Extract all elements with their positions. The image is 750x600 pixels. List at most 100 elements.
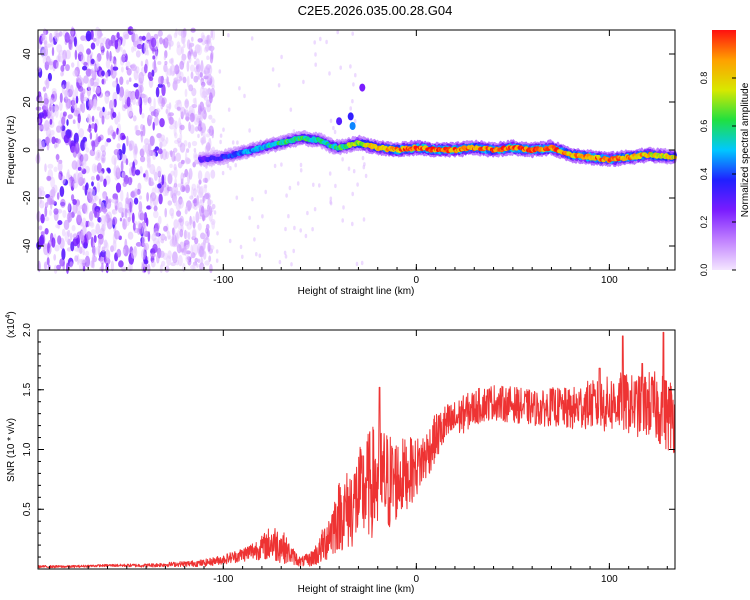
noise-speck bbox=[200, 257, 204, 265]
noise-speck bbox=[38, 96, 44, 107]
noise-speck bbox=[131, 63, 137, 70]
noise-speck bbox=[207, 38, 210, 44]
noise-speck bbox=[332, 125, 335, 131]
noise-speck bbox=[90, 58, 95, 65]
noise-speck bbox=[227, 33, 230, 38]
snr-xtick-label: -100 bbox=[213, 574, 233, 585]
noise-speck bbox=[85, 231, 92, 240]
noise-speck bbox=[102, 194, 107, 201]
noise-speck bbox=[203, 251, 207, 260]
noise-speck bbox=[196, 263, 199, 268]
noise-speck bbox=[118, 260, 124, 268]
noise-speck bbox=[362, 165, 366, 170]
noise-speck bbox=[304, 233, 308, 239]
noise-speck bbox=[141, 112, 145, 119]
noise-speck bbox=[180, 106, 186, 117]
noise-speck bbox=[299, 228, 303, 233]
noise-speck bbox=[119, 217, 123, 222]
noise-speck bbox=[86, 48, 91, 55]
noise-speck bbox=[45, 55, 51, 66]
noise-speck bbox=[39, 234, 45, 247]
spectrogram-xlabel: Height of straight line (km) bbox=[298, 286, 415, 297]
noise-speck bbox=[164, 60, 168, 66]
noise-speck bbox=[43, 261, 48, 270]
noise-speck bbox=[167, 200, 173, 206]
noise-speck bbox=[351, 191, 355, 197]
noise-speck bbox=[57, 235, 62, 245]
noise-speck bbox=[96, 181, 101, 193]
noise-speck bbox=[63, 134, 70, 144]
noise-speck bbox=[131, 165, 135, 173]
noise-speck bbox=[168, 42, 172, 51]
noise-speck bbox=[100, 255, 105, 265]
noise-speck bbox=[116, 154, 120, 161]
noise-speck bbox=[189, 64, 195, 72]
noise-speck bbox=[349, 64, 352, 69]
noise-speck bbox=[190, 71, 194, 80]
noise-speck bbox=[44, 136, 51, 144]
noise-speck bbox=[85, 182, 89, 191]
noise-speck bbox=[57, 220, 63, 226]
noise-speck bbox=[351, 221, 354, 227]
noise-speck bbox=[49, 118, 53, 125]
noise-speck bbox=[197, 38, 203, 43]
noise-speck bbox=[131, 46, 135, 53]
noise-speck bbox=[107, 168, 111, 174]
noise-speck bbox=[184, 157, 190, 165]
noise-speck bbox=[77, 85, 84, 92]
noise-speck bbox=[135, 124, 139, 131]
noise-speck bbox=[95, 133, 99, 145]
noise-speck bbox=[142, 94, 148, 103]
noise-speck bbox=[170, 170, 175, 176]
noise-speck bbox=[341, 157, 344, 162]
noise-speck bbox=[91, 140, 96, 152]
noise-speck bbox=[83, 75, 89, 84]
noise-speck bbox=[195, 211, 200, 224]
noise-speck bbox=[208, 255, 212, 262]
noise-speck bbox=[248, 128, 251, 133]
noise-speck bbox=[342, 205, 345, 210]
noise-speck bbox=[118, 201, 123, 213]
noise-speck bbox=[79, 91, 85, 103]
noise-speck bbox=[293, 225, 296, 231]
noise-speck bbox=[277, 83, 281, 88]
noise-speck bbox=[197, 104, 201, 109]
noise-speck bbox=[159, 118, 165, 128]
noise-speck bbox=[95, 36, 100, 47]
noise-speck bbox=[55, 224, 60, 229]
snr-ylabel: SNR (10 * v/v) bbox=[6, 418, 17, 482]
noise-speck bbox=[278, 259, 282, 265]
noise-speck bbox=[66, 262, 69, 274]
noise-speck bbox=[90, 175, 95, 181]
noise-speck bbox=[355, 261, 359, 267]
noise-speck bbox=[89, 211, 94, 222]
noise-speck bbox=[201, 84, 205, 90]
noise-speck bbox=[152, 151, 157, 160]
noise-speck bbox=[314, 52, 317, 57]
noise-speck bbox=[202, 239, 206, 250]
noise-speck bbox=[90, 188, 96, 199]
noise-speck bbox=[188, 55, 192, 64]
noise-speck bbox=[108, 198, 112, 204]
noise-speck bbox=[124, 208, 128, 219]
noise-speck bbox=[36, 66, 42, 73]
noise-speck bbox=[59, 31, 63, 37]
noise-speck bbox=[210, 169, 216, 179]
noise-speck bbox=[184, 88, 188, 98]
noise-speck bbox=[172, 184, 179, 195]
noise-speck bbox=[211, 220, 215, 230]
noise-speck bbox=[328, 71, 331, 76]
noise-speck bbox=[205, 192, 211, 200]
noise-speck bbox=[56, 61, 60, 69]
noise-speck bbox=[161, 174, 165, 186]
spectrogram-ridge bbox=[197, 83, 677, 168]
noise-speck bbox=[47, 163, 54, 169]
noise-speck bbox=[41, 34, 48, 44]
spectrogram-xtick-label: 100 bbox=[601, 275, 618, 286]
noise-speck bbox=[65, 98, 70, 110]
noise-speck bbox=[86, 115, 92, 125]
noise-speck bbox=[91, 181, 94, 187]
noise-speck bbox=[91, 246, 98, 257]
noise-speck bbox=[79, 263, 84, 271]
noise-speck bbox=[180, 221, 184, 232]
